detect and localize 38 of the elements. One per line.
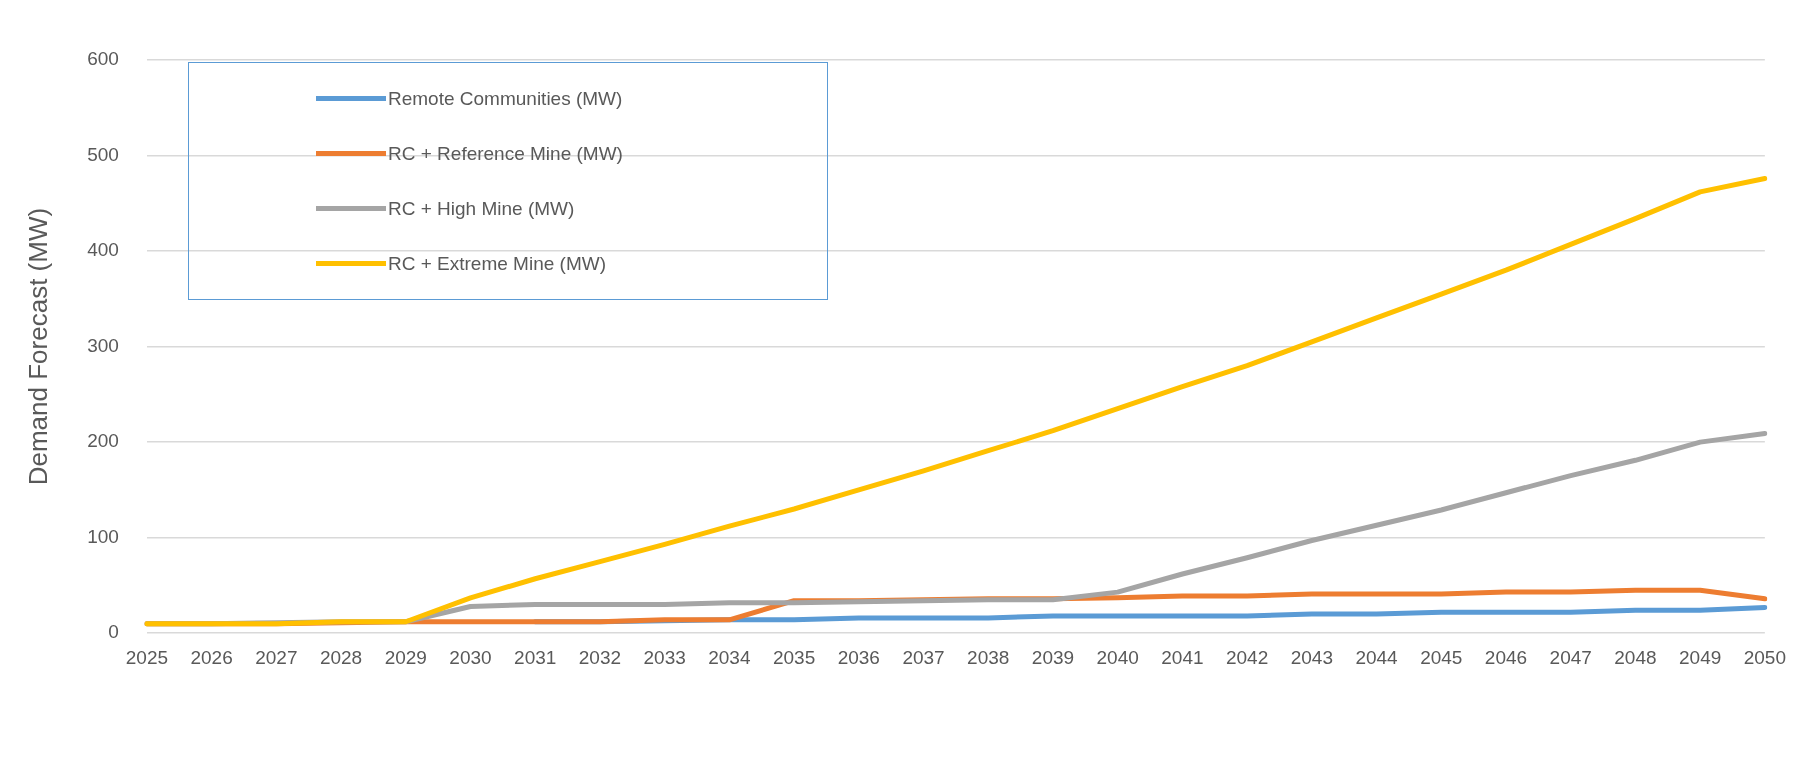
x-tick-label: 2046 (1484, 646, 1528, 668)
x-tick-label: 2027 (255, 646, 298, 668)
x-tick-label: 2045 (1420, 646, 1463, 668)
x-tick-label: 2038 (967, 646, 1010, 668)
x-tick-label: 2050 (1743, 646, 1787, 668)
y-tick-label: 300 (87, 334, 119, 356)
x-tick-label: 2028 (319, 646, 363, 668)
x-tick-label: 2026 (190, 646, 233, 668)
x-tick-label: 2049 (1679, 646, 1722, 668)
x-tick-label: 2029 (384, 646, 427, 668)
legend-label: Remote Communities (MW) (388, 87, 623, 110)
legend-label: RC + Extreme Mine (MW) (388, 252, 606, 275)
y-tick-label: 100 (87, 525, 119, 547)
x-tick-label: 2042 (1225, 646, 1269, 668)
x-tick-label: 2040 (1096, 646, 1139, 668)
x-tick-label: 2041 (1161, 646, 1204, 668)
x-tick-label: 2032 (578, 646, 622, 668)
y-tick-label: 200 (87, 430, 119, 452)
x-tick-label: 2034 (708, 646, 751, 668)
legend-label: RC + Reference Mine (MW) (388, 142, 623, 165)
x-tick-label: 2025 (125, 646, 169, 668)
legend-label: RC + High Mine (MW) (388, 197, 575, 220)
y-tick-label: 500 (87, 143, 119, 165)
x-tick-label: 2047 (1549, 646, 1592, 668)
x-tick-label: 2039 (1031, 646, 1075, 668)
x-tick-label: 2044 (1355, 646, 1399, 668)
x-tick-label: 2037 (902, 646, 945, 668)
x-tick-label: 2033 (643, 646, 686, 668)
y-axis-title: Demand Forecast (MW) (22, 207, 53, 486)
y-tick-label: 0 (108, 621, 119, 643)
x-tick-label: 2048 (1614, 646, 1657, 668)
x-tick-label: 2030 (449, 646, 492, 668)
y-tick-label: 400 (87, 239, 119, 261)
x-tick-label: 2035 (772, 646, 816, 668)
x-tick-label: 2043 (1290, 646, 1333, 668)
x-tick-label: 2036 (837, 646, 880, 668)
x-tick-label: 2031 (514, 646, 557, 668)
y-tick-label: 600 (87, 48, 119, 70)
